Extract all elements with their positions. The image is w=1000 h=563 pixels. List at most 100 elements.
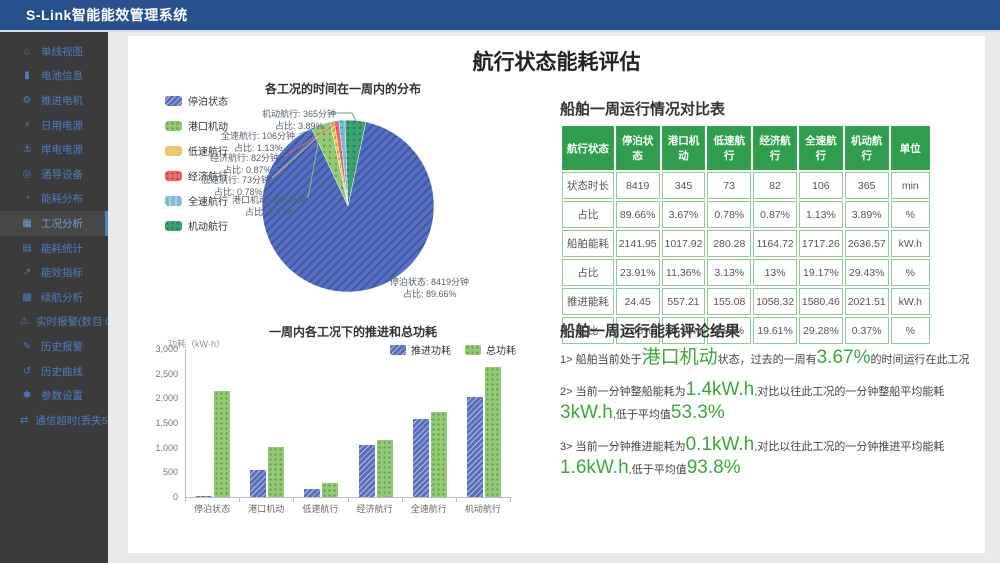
sidebar-item-label: 通导设备: [41, 168, 83, 181]
pie-legend-item[interactable]: 全速航行: [165, 193, 228, 208]
bar-总功耗-停泊状态[interactable]: [214, 391, 231, 497]
sidebar-item-endurance-analysis[interactable]: ▩ 续航分析: [0, 285, 108, 310]
pie-legend-item[interactable]: 经济航行: [165, 168, 228, 183]
pie-legend-item[interactable]: 港口机动: [165, 118, 228, 133]
bar-总功耗-全速航行[interactable]: [430, 412, 447, 497]
sidebar-item-battery-info[interactable]: ▮ 电池信息: [0, 64, 108, 89]
table-row: 占比 23.91% 11.36% 3.13% 13% 19.17% 29.43%%: [562, 259, 930, 286]
table-cell: %: [890, 201, 930, 228]
target-icon: ◎: [22, 168, 32, 180]
sidebar-item-nav-comm-equipment[interactable]: ◎ 通导设备: [0, 162, 108, 187]
table-header-cell: 经济航行: [753, 126, 797, 170]
sidebar-item-label: 日用电源: [41, 119, 83, 132]
bar-legend-item[interactable]: 推进功耗: [390, 342, 451, 357]
bar-推进功耗-停泊状态[interactable]: [196, 495, 213, 497]
sidebar-menu: ⌂ 单线视图 ▮ 电池信息 ⚙ 推进电机 ⚡ 日用电源 ⚓ 岸电电源 ◎ 通导设备 ◔ 能耗分布 ▦ 工况分析…: [0, 39, 126, 433]
sidebar-item-history-curve[interactable]: ↺ 历史曲线: [0, 359, 108, 384]
bar-推进功耗-全速航行[interactable]: [412, 419, 429, 497]
table-row: 占比 89.66% 3.67% 0.78% 0.87% 1.13% 3.89%%: [562, 201, 930, 228]
y-tick-label: 3,000: [155, 344, 178, 354]
legend-swatch-icon: [465, 344, 481, 355]
table-cell: 106: [798, 172, 843, 199]
table-cell: 280.28: [707, 230, 752, 257]
sidebar-item-label: 能耗分布: [41, 193, 83, 206]
bar-推进功耗-经济航行[interactable]: [358, 444, 375, 497]
x-tick-label: 低速航行: [302, 504, 339, 514]
bar-总功耗-经济航行[interactable]: [376, 439, 393, 497]
sidebar-item-condition-analysis[interactable]: ▦ 工况分析: [0, 211, 108, 236]
table-cell: 8419: [615, 172, 660, 199]
table-cell: 占比: [562, 259, 614, 286]
table-cell: 0.87%: [753, 201, 797, 228]
sidebar-item-daily-power[interactable]: ⚡ 日用电源: [0, 113, 108, 138]
pie-legend: 停泊状态港口机动低速航行经济航行全速航行机动航行: [165, 93, 228, 233]
hatch-icon: ▩: [22, 291, 32, 303]
pie-label-港口机动: 港口机动: 345分钟 占比: 3.67%: [232, 195, 307, 217]
evaluation-text: ,低于平均值: [628, 463, 687, 476]
sidebar-item-propulsion-motor[interactable]: ⚙ 推进电机: [0, 88, 108, 113]
sidebar-item-comm-timeout[interactable]: ⇄ 通信超时(丢失5/35): [0, 408, 126, 433]
pie-legend-item[interactable]: 机动航行: [165, 218, 228, 233]
sidebar-item-label: 岸电电源: [41, 144, 83, 157]
table-cell: 23.91%: [615, 259, 660, 286]
legend-label: 机动航行: [188, 222, 228, 233]
y-tick-label: 2,000: [155, 393, 178, 404]
bar-推进功耗-机动航行[interactable]: [466, 397, 483, 497]
bar-总功耗-低速航行[interactable]: [322, 483, 339, 497]
highlight-value: 53.3%: [670, 401, 725, 423]
table-row: 状态时长 8419 345 73 82 106 365 min: [562, 172, 930, 199]
table-cell: 船舶能耗: [562, 230, 614, 257]
swap-icon: ⇄: [20, 414, 29, 426]
sidebar-item-energy-statistics[interactable]: ▤ 能耗统计: [0, 236, 108, 261]
sidebar-item-label: 推进电机: [41, 94, 83, 107]
table-cell: 3.67%: [661, 201, 706, 228]
table-cell: 19.61%: [753, 317, 797, 344]
bar-总功耗-机动航行[interactable]: [484, 366, 501, 497]
table-cell: 状态时长: [562, 172, 614, 199]
table-cell: 73: [707, 172, 752, 199]
sidebar-item-shore-power[interactable]: ⚓ 岸电电源: [0, 137, 108, 162]
highlight-value: 3kW.h: [560, 401, 613, 423]
table-cell: 2141.95: [615, 230, 660, 257]
pie-legend-item[interactable]: 停泊状态: [165, 93, 228, 108]
table-cell: 占比: [562, 201, 614, 228]
sidebar-item-energy-distribution[interactable]: ◔ 能耗分布: [0, 187, 108, 212]
sidebar-item-efficiency-index[interactable]: ↗ 能效指标: [0, 260, 108, 285]
sidebar-item-history-alarm[interactable]: ✎ 历史报警: [0, 334, 108, 359]
sidebar-item-label: 工况分析: [41, 217, 83, 230]
x-axis-tick: [401, 498, 403, 502]
sidebar-item-realtime-alarm[interactable]: ⚠ 实时报警(数目:0): [0, 310, 115, 335]
evaluation-text: ,低于平均值: [612, 408, 671, 421]
table-header-cell: 机动航行: [844, 126, 889, 170]
legend-swatch-icon: [165, 170, 182, 181]
settings-icon: ✱: [22, 390, 32, 402]
home-icon: ⌂: [23, 45, 31, 57]
main-panel: 航行状态能耗评估 各工况的时间在一周内的分布 停泊状态 港口机动 低速航行 经济航行全…: [128, 36, 985, 553]
table-cell: 82: [753, 172, 797, 199]
legend-swatch-icon: [165, 120, 182, 131]
sidebar-item-label: 历史曲线: [41, 365, 83, 378]
table-cell: 占比: [562, 317, 614, 344]
pie-legend-item[interactable]: 低速航行: [165, 143, 228, 158]
bar-总功耗-港口机动[interactable]: [268, 446, 285, 497]
y-tick-label: 1,500: [155, 418, 178, 428]
app-header: S-Link智能能效管理系统: [0, 0, 1000, 32]
bar-推进功耗-低速航行[interactable]: [304, 489, 321, 497]
table-cell: 29.28%: [798, 317, 843, 344]
pie-label-机动航行: 机动航行: 365分钟 占比: 3.89%: [262, 109, 337, 131]
highlight-value: 93.8%: [686, 456, 741, 478]
table-cell: 2636.57: [844, 230, 889, 257]
grid-icon: ▦: [22, 217, 32, 229]
evaluation-text: 状态，过去的一周有: [717, 354, 817, 366]
evaluation-title: 船舶一周运行能耗评论结果: [560, 323, 741, 340]
sidebar-item-parameter-settings[interactable]: ✱ 参数设置: [0, 383, 108, 408]
sidebar-item-label: 参数设置: [41, 390, 83, 403]
bar-legend-item[interactable]: 总功耗: [465, 342, 516, 357]
x-tick-label: 机动航行: [464, 504, 501, 514]
sidebar-item-single-line-view[interactable]: ⌂ 单线视图: [0, 39, 108, 64]
table-cell: 0.78%: [707, 201, 752, 228]
x-axis-tick: [347, 498, 349, 502]
evaluation-text: ,对比以往此工况的一分钟整船平均能耗: [754, 385, 945, 398]
bar-推进功耗-港口机动[interactable]: [250, 469, 267, 497]
table-cell: 2.87%: [707, 317, 752, 344]
